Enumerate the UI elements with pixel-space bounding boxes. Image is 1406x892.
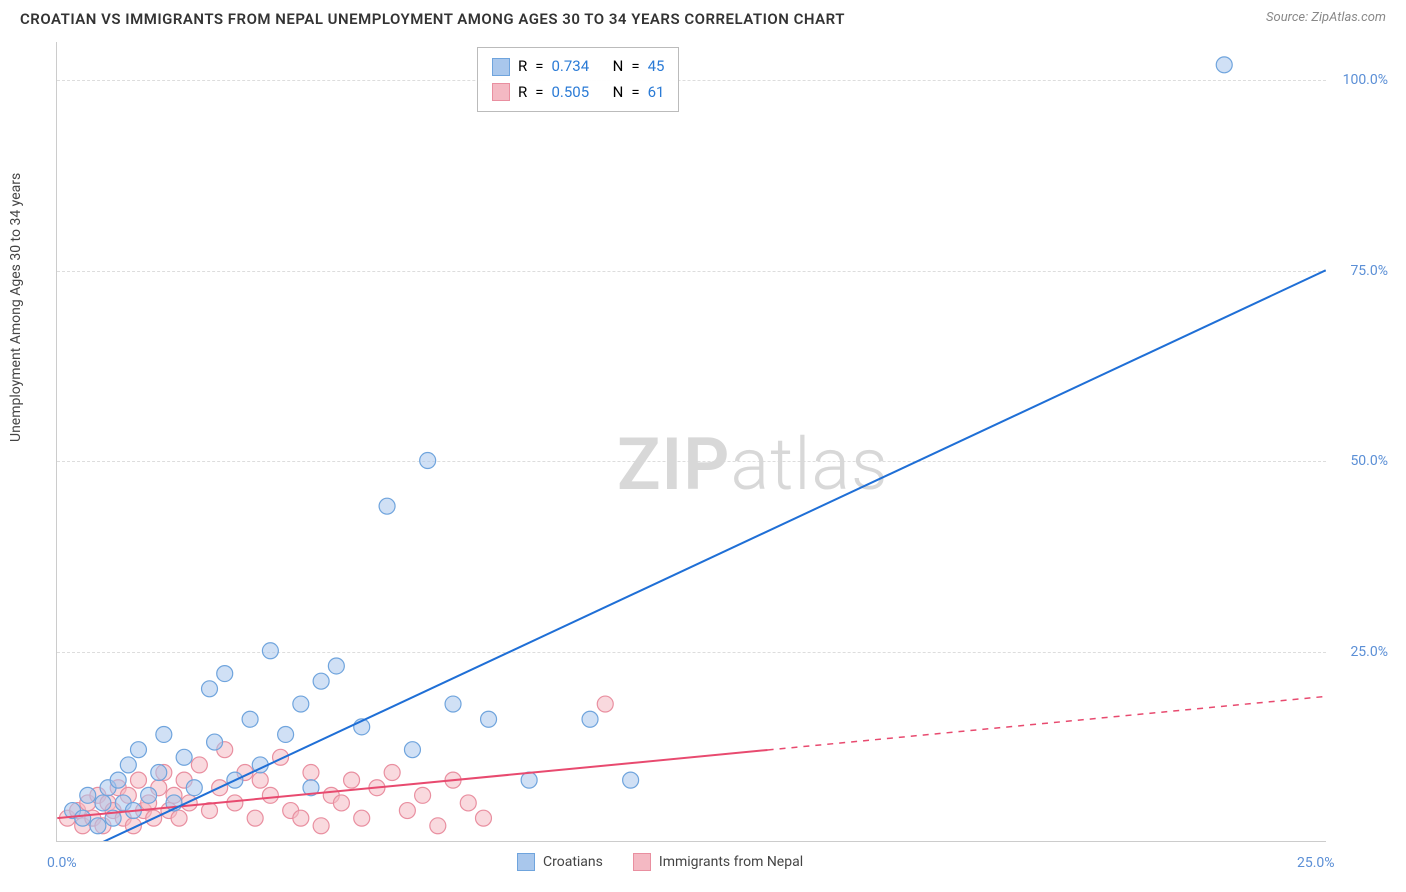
data-point <box>293 810 309 826</box>
data-point <box>328 658 344 674</box>
swatch-nepal-bottom <box>633 853 651 871</box>
y-axis-label: Unemployment Among Ages 30 to 34 years <box>8 173 24 442</box>
data-point <box>303 765 319 781</box>
legend-label-croatians: Croatians <box>543 854 603 870</box>
data-point <box>384 765 400 781</box>
n-label: N <box>613 80 624 106</box>
data-point <box>313 673 329 689</box>
data-point <box>354 810 370 826</box>
y-tick: 25.0% <box>1350 644 1388 660</box>
data-point <box>120 757 136 773</box>
data-point <box>95 795 111 811</box>
x-tick-min: 0.0% <box>47 855 77 871</box>
data-point <box>181 795 197 811</box>
n-value-nepal: 61 <box>648 80 665 106</box>
data-point <box>202 681 218 697</box>
x-tick-max: 25.0% <box>1297 855 1335 871</box>
data-point <box>445 696 461 712</box>
legend-row-nepal: R = 0.505 N = 61 <box>492 80 664 106</box>
data-point <box>186 780 202 796</box>
eq: = <box>535 80 543 106</box>
data-point <box>1216 57 1232 73</box>
data-point <box>130 772 146 788</box>
data-point <box>80 787 96 803</box>
data-point <box>176 749 192 765</box>
r-value-croatians: 0.734 <box>551 54 589 80</box>
data-point <box>247 810 263 826</box>
data-point <box>597 696 613 712</box>
chart-container: Unemployment Among Ages 30 to 34 years Z… <box>46 42 1386 842</box>
r-label: R <box>518 80 527 106</box>
n-label: N <box>613 54 624 80</box>
data-point <box>252 772 268 788</box>
data-point <box>481 711 497 727</box>
swatch-croatians <box>492 58 510 76</box>
eq: = <box>631 80 639 106</box>
y-tick: 100.0% <box>1343 72 1388 88</box>
data-point <box>333 795 349 811</box>
r-value-nepal: 0.505 <box>551 80 589 106</box>
eq: = <box>535 54 543 80</box>
legend-row-croatians: R = 0.734 N = 45 <box>492 54 664 80</box>
data-point <box>151 765 167 781</box>
series-legend: Croatians Immigrants from Nepal <box>517 853 803 871</box>
data-point <box>156 726 172 742</box>
data-point <box>344 772 360 788</box>
data-point <box>130 742 146 758</box>
data-point <box>521 772 537 788</box>
data-point <box>313 818 329 834</box>
data-point <box>430 818 446 834</box>
data-point <box>582 711 598 727</box>
data-point <box>207 734 223 750</box>
swatch-croatians-bottom <box>517 853 535 871</box>
data-point <box>399 803 415 819</box>
data-point <box>420 453 436 469</box>
source-label: Source: ZipAtlas.com <box>1266 10 1386 25</box>
y-tick: 50.0% <box>1350 453 1388 469</box>
eq: = <box>631 54 639 80</box>
data-point <box>293 696 309 712</box>
legend-item-croatians: Croatians <box>517 853 603 871</box>
data-point <box>191 757 207 773</box>
n-value-croatians: 45 <box>648 54 665 80</box>
data-point <box>475 810 491 826</box>
data-point <box>171 810 187 826</box>
data-point <box>217 666 233 682</box>
r-label: R <box>518 54 527 80</box>
legend-label-nepal: Immigrants from Nepal <box>659 854 803 870</box>
legend-item-nepal: Immigrants from Nepal <box>633 853 803 871</box>
chart-title: CROATIAN VS IMMIGRANTS FROM NEPAL UNEMPL… <box>20 10 845 28</box>
data-point <box>404 742 420 758</box>
data-point <box>278 726 294 742</box>
data-point <box>623 772 639 788</box>
trend-line <box>768 696 1326 750</box>
data-point <box>379 498 395 514</box>
plot-svg <box>57 42 1326 841</box>
data-point <box>75 810 91 826</box>
swatch-nepal <box>492 83 510 101</box>
trend-line <box>73 270 1326 841</box>
data-point <box>415 787 431 803</box>
data-point <box>460 795 476 811</box>
correlation-legend: R = 0.734 N = 45 R = 0.505 N = 61 <box>477 47 679 112</box>
data-point <box>262 787 278 803</box>
data-point <box>227 795 243 811</box>
data-point <box>141 787 157 803</box>
data-point <box>110 772 126 788</box>
plot-area: ZIPatlas R = 0.734 N = 45 R = 0.505 N = <box>56 42 1326 842</box>
data-point <box>242 711 258 727</box>
data-point <box>90 818 106 834</box>
y-tick: 75.0% <box>1350 263 1388 279</box>
data-point <box>262 643 278 659</box>
